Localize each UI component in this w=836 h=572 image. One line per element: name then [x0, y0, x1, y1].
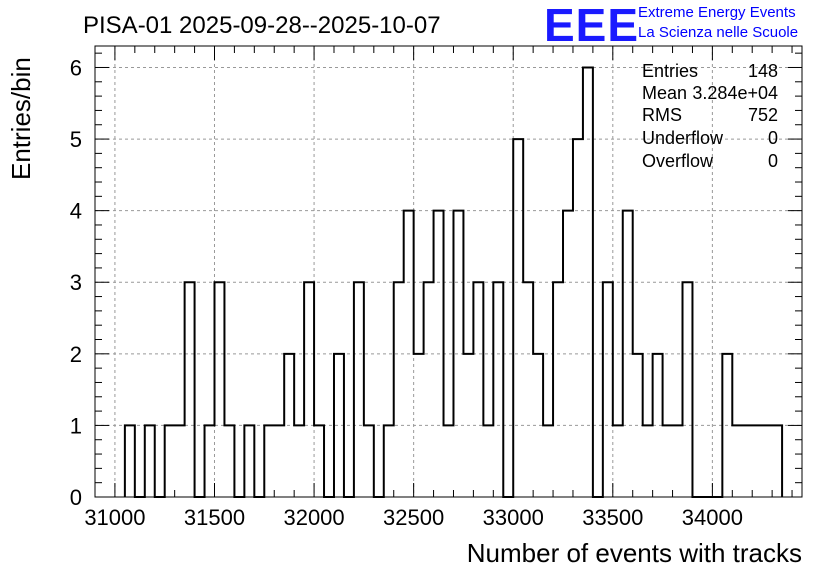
histogram-bin: [473, 282, 483, 497]
histogram-bin: [463, 354, 473, 497]
x-tick-label: 33500: [582, 505, 643, 530]
histogram-bars: [123, 66, 784, 498]
x-tick-label: 33000: [483, 505, 544, 530]
histogram-bin: [762, 425, 772, 497]
histogram-bin: [394, 282, 404, 497]
y-tick-label: 4: [70, 199, 82, 224]
histogram-bin: [623, 211, 633, 497]
histogram-bin: [543, 425, 553, 497]
histogram-bin: [483, 425, 493, 497]
histogram-bin: [175, 425, 185, 497]
histogram-bin: [334, 354, 344, 497]
histogram-bin: [722, 354, 732, 497]
histogram-bin: [185, 282, 195, 497]
histogram-outline: [123, 66, 784, 498]
histogram-bin: [563, 211, 573, 497]
stats-rms-label: RMS: [642, 105, 682, 125]
histogram-bin: [643, 425, 653, 497]
stats-overflow-label: Overflow: [642, 151, 714, 171]
y-tick-label: 1: [70, 413, 82, 438]
histogram-bin: [224, 425, 234, 497]
y-tick-label: 6: [70, 55, 82, 80]
histogram-bin: [663, 425, 673, 497]
x-tick-label: 31500: [184, 505, 245, 530]
histogram-bin: [553, 282, 563, 497]
axes: [94, 45, 803, 498]
x-tick-label: 31000: [84, 505, 145, 530]
histogram-bin: [453, 211, 463, 497]
eee-logo: EEE Extreme Energy Events La Scienza nel…: [544, 0, 834, 51]
histogram-bin: [414, 354, 424, 497]
histogram-bin: [513, 139, 523, 497]
stats-underflow-value: 0: [768, 128, 778, 148]
logo-tagline-2: La Scienza nelle Scuole: [638, 24, 799, 41]
plot-frame: [94, 45, 803, 498]
histogram-bin: [274, 425, 284, 497]
stats-underflow-label: Underflow: [642, 128, 724, 148]
histogram-bin: [214, 282, 224, 497]
x-tick-label: 34000: [682, 505, 743, 530]
stats-entries-label: Entries: [642, 61, 698, 81]
histogram-bin: [633, 354, 643, 497]
histogram-bin: [244, 425, 254, 497]
histogram-bin: [125, 425, 135, 497]
histogram-bin: [314, 425, 324, 497]
stats-mean-value: 3.284e+04: [692, 83, 778, 103]
histogram-bin: [404, 211, 414, 497]
histogram-bin: [653, 354, 663, 497]
stats-entries-value: 148: [748, 61, 778, 81]
histogram-bin: [613, 425, 623, 497]
histogram-bin: [772, 425, 782, 497]
tick-labels: 31000 31500 32000 32500 33000 33500 34000 0 1 2 3 4…: [70, 55, 743, 530]
logo-tagline-1: Extreme Energy Events: [638, 4, 796, 21]
histogram-bin: [205, 425, 215, 497]
stats-box: Entries 148 Mean 3.284e+04 RMS 752 Under…: [642, 61, 778, 171]
histogram-bin: [742, 425, 752, 497]
histogram-bin: [523, 282, 533, 497]
histogram-bin: [603, 282, 613, 497]
histogram-bin: [424, 282, 434, 497]
histogram-bin: [354, 282, 364, 497]
histogram-bin: [145, 425, 155, 497]
chart-title: PISA-01 2025-09-28--2025-10-07: [83, 12, 441, 39]
x-tick-label: 32000: [283, 505, 344, 530]
y-tick-label: 3: [70, 270, 82, 295]
histogram-bin: [683, 282, 693, 497]
histogram-bin: [533, 354, 543, 497]
histogram-bin: [434, 211, 444, 497]
stats-mean-label: Mean: [642, 83, 687, 103]
stats-rms-value: 752: [748, 105, 778, 125]
y-tick-label: 5: [70, 127, 82, 152]
y-axis-label: Entries/bin: [6, 57, 36, 180]
histogram-bin: [384, 425, 394, 497]
histogram-bin: [284, 354, 294, 497]
histogram-bin: [165, 425, 175, 497]
histogram-bin: [752, 425, 762, 497]
histogram-bin: [444, 425, 454, 497]
histogram-bin: [583, 67, 593, 497]
x-axis-label: Number of events with tracks: [467, 538, 802, 568]
y-tick-label: 2: [70, 342, 82, 367]
histogram-bin: [673, 425, 683, 497]
x-tick-label: 32500: [383, 505, 444, 530]
histogram-bin: [264, 425, 274, 497]
stats-overflow-value: 0: [768, 151, 778, 171]
eee-logo-mark: EEE: [544, 0, 640, 51]
histogram-bin: [294, 425, 304, 497]
histogram-bin: [304, 282, 314, 497]
y-tick-label: 0: [70, 485, 82, 510]
histogram-bin: [573, 139, 583, 497]
histogram-bin: [364, 425, 374, 497]
histogram-bin: [493, 282, 503, 497]
histogram-bin: [732, 425, 742, 497]
